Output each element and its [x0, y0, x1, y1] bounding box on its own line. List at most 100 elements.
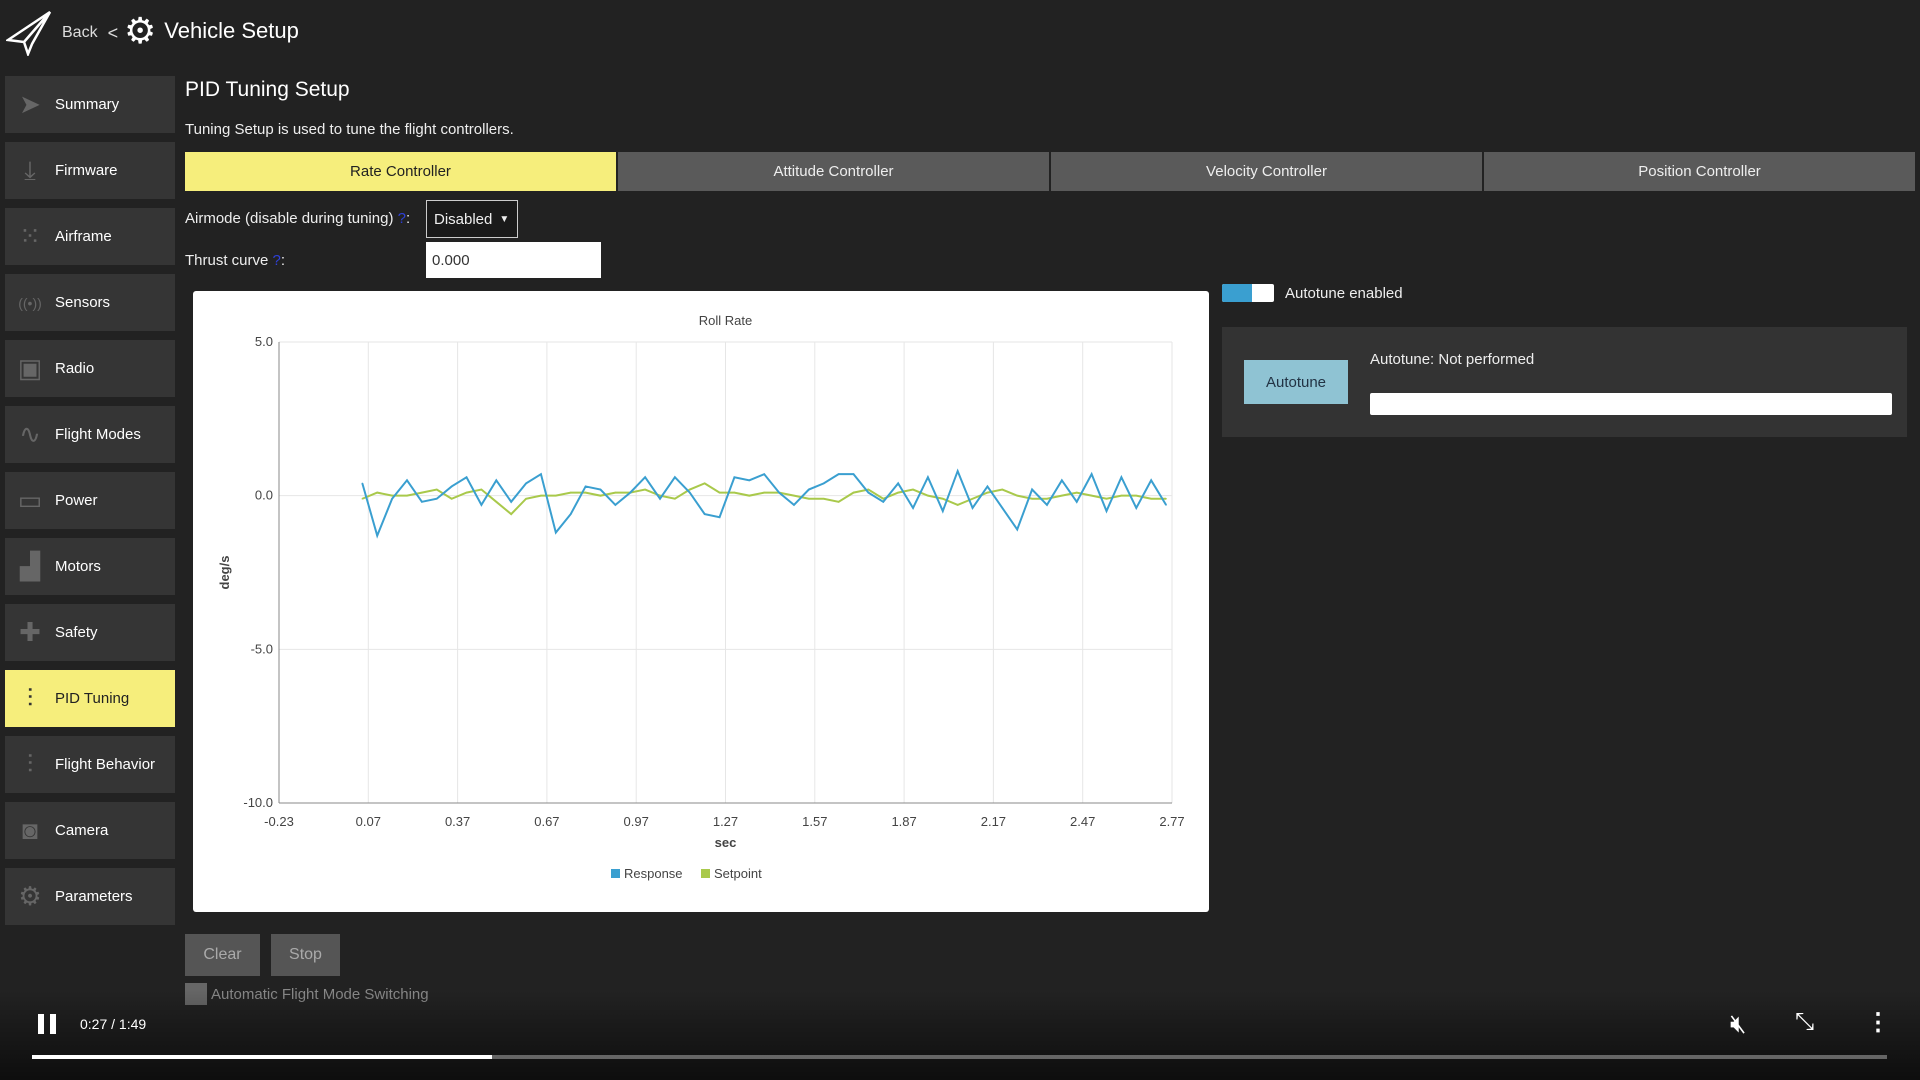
stop-button[interactable]: Stop: [271, 934, 340, 976]
data-point: [1165, 504, 1167, 506]
help-icon[interactable]: ?: [397, 210, 406, 227]
tab-rate-controller[interactable]: Rate Controller: [185, 152, 616, 191]
data-point: [912, 488, 914, 491]
paper-plane-icon: ➤: [19, 89, 41, 119]
power-icon: ▭: [17, 485, 43, 515]
data-point: [1135, 507, 1138, 509]
data-point: [837, 473, 840, 475]
data-point: [822, 497, 825, 500]
sidebar-item-pid-tuning[interactable]: ⫶ PID Tuning: [5, 670, 175, 727]
data-point: [510, 513, 512, 515]
data-point: [1120, 476, 1123, 479]
help-icon[interactable]: ?: [272, 252, 281, 269]
sidebar-item-label: Firmware: [55, 162, 118, 179]
data-point: [956, 470, 959, 472]
sidebar-item-airframe[interactable]: ⁙ Airframe: [5, 208, 175, 265]
autotune-panel: Autotune Autotune: Not performed: [1222, 327, 1907, 437]
data-point: [584, 491, 587, 494]
mute-icon[interactable]: 🔇︎: [1730, 1008, 1747, 1038]
exit-fullscreen-icon[interactable]: ⤡: [1795, 1008, 1815, 1035]
back-label: Back: [62, 24, 98, 41]
sidebar-item-label: Sensors: [55, 294, 111, 311]
data-point: [644, 488, 646, 491]
sliders-icon: ⫶: [26, 682, 34, 713]
sidebar-item-flight-modes[interactable]: ∿ Flight Modes: [5, 406, 175, 463]
data-point: [986, 491, 989, 494]
x-tick-label: 2.77: [1159, 814, 1184, 829]
data-point: [1031, 497, 1033, 500]
video-progress-track[interactable]: [32, 1055, 1887, 1059]
y-tick-label: -10.0: [243, 795, 273, 810]
sidebar-item-label: Motors: [55, 558, 101, 575]
data-point: [674, 476, 676, 479]
x-tick-label: 1.57: [802, 814, 827, 829]
sidebar-item-label: Flight Modes: [55, 426, 141, 443]
data-point: [569, 513, 572, 515]
sidebar-item-parameters[interactable]: ⚙ Parameters: [5, 868, 175, 925]
data-point: [480, 504, 483, 506]
x-tick-label: 0.97: [624, 814, 649, 829]
data-point: [733, 476, 736, 479]
legend-swatch: [611, 869, 620, 878]
pause-icon[interactable]: [38, 1014, 56, 1034]
data-point: [793, 504, 795, 506]
data-point: [376, 491, 379, 494]
data-point: [1075, 491, 1078, 494]
sensors-icon: ((•)): [18, 294, 42, 311]
video-progress-fill: [32, 1055, 493, 1059]
data-point: [897, 491, 899, 494]
thrust-curve-label: Thrust curve ?:: [185, 252, 286, 269]
sidebar-item-label: PID Tuning: [55, 690, 130, 707]
sidebar-item-label: Flight Behavior: [55, 756, 156, 773]
x-tick-label: 0.67: [534, 814, 559, 829]
data-point: [465, 476, 468, 479]
data-point: [1120, 494, 1123, 497]
data-point: [927, 476, 929, 479]
sidebar-item-safety[interactable]: ✚ Safety: [5, 604, 175, 661]
tab-attitude-controller[interactable]: Attitude Controller: [618, 152, 1049, 191]
data-point: [450, 485, 453, 488]
clear-button[interactable]: Clear: [185, 934, 260, 976]
data-point: [1165, 497, 1167, 500]
sidebar-item-motors[interactable]: ▟ Motors: [5, 538, 175, 595]
data-point: [882, 501, 885, 503]
data-point: [1090, 494, 1093, 497]
sidebar-item-radio[interactable]: ▣ Radio: [5, 340, 175, 397]
data-point: [748, 494, 751, 497]
breadcrumb-separator: <: [107, 22, 119, 43]
data-point: [1046, 504, 1048, 506]
data-point: [1031, 488, 1033, 491]
data-point: [659, 497, 661, 500]
page-subtitle: Tuning Setup is used to tune the flight …: [185, 121, 514, 138]
page-title: PID Tuning Setup: [185, 78, 350, 101]
sidebar-item-power[interactable]: ▭ Power: [5, 472, 175, 529]
autotune-button[interactable]: Autotune: [1244, 360, 1348, 404]
sidebar-item-label: Airframe: [55, 228, 112, 245]
x-tick-label: 1.27: [713, 814, 738, 829]
data-point: [614, 491, 617, 494]
tab-position-controller[interactable]: Position Controller: [1484, 152, 1915, 191]
back-button[interactable]: Back <: [6, 10, 118, 56]
download-icon: ⤓: [24, 154, 36, 185]
autotune-status: Autotune: Not performed: [1370, 351, 1535, 368]
autotune-toggle-label: Autotune enabled: [1285, 285, 1403, 302]
data-point: [525, 497, 527, 500]
data-point: [763, 473, 765, 475]
data-point: [688, 488, 691, 491]
data-point: [1061, 479, 1063, 482]
sidebar-item-sensors[interactable]: ((•)) Sensors: [5, 274, 175, 331]
sidebar-item-label: Radio: [55, 360, 95, 377]
sidebar-item-flight-behavior[interactable]: ⫶ Flight Behavior: [5, 736, 175, 793]
data-point: [927, 494, 929, 497]
sidebar-item-camera[interactable]: ◙ Camera: [5, 802, 175, 859]
data-point: [421, 501, 423, 503]
more-options-icon[interactable]: ⋮: [1866, 1009, 1890, 1036]
sidebar-item-summary[interactable]: ➤ Summary: [5, 76, 175, 133]
airmode-dropdown[interactable]: Disabled ▼: [426, 200, 518, 238]
sidebar-item-firmware[interactable]: ⤓ Firmware: [5, 142, 175, 199]
data-point: [629, 491, 632, 494]
data-point: [718, 516, 721, 518]
autotune-toggle[interactable]: [1222, 284, 1274, 302]
thrust-curve-input[interactable]: [426, 242, 601, 278]
tab-velocity-controller[interactable]: Velocity Controller: [1051, 152, 1482, 191]
